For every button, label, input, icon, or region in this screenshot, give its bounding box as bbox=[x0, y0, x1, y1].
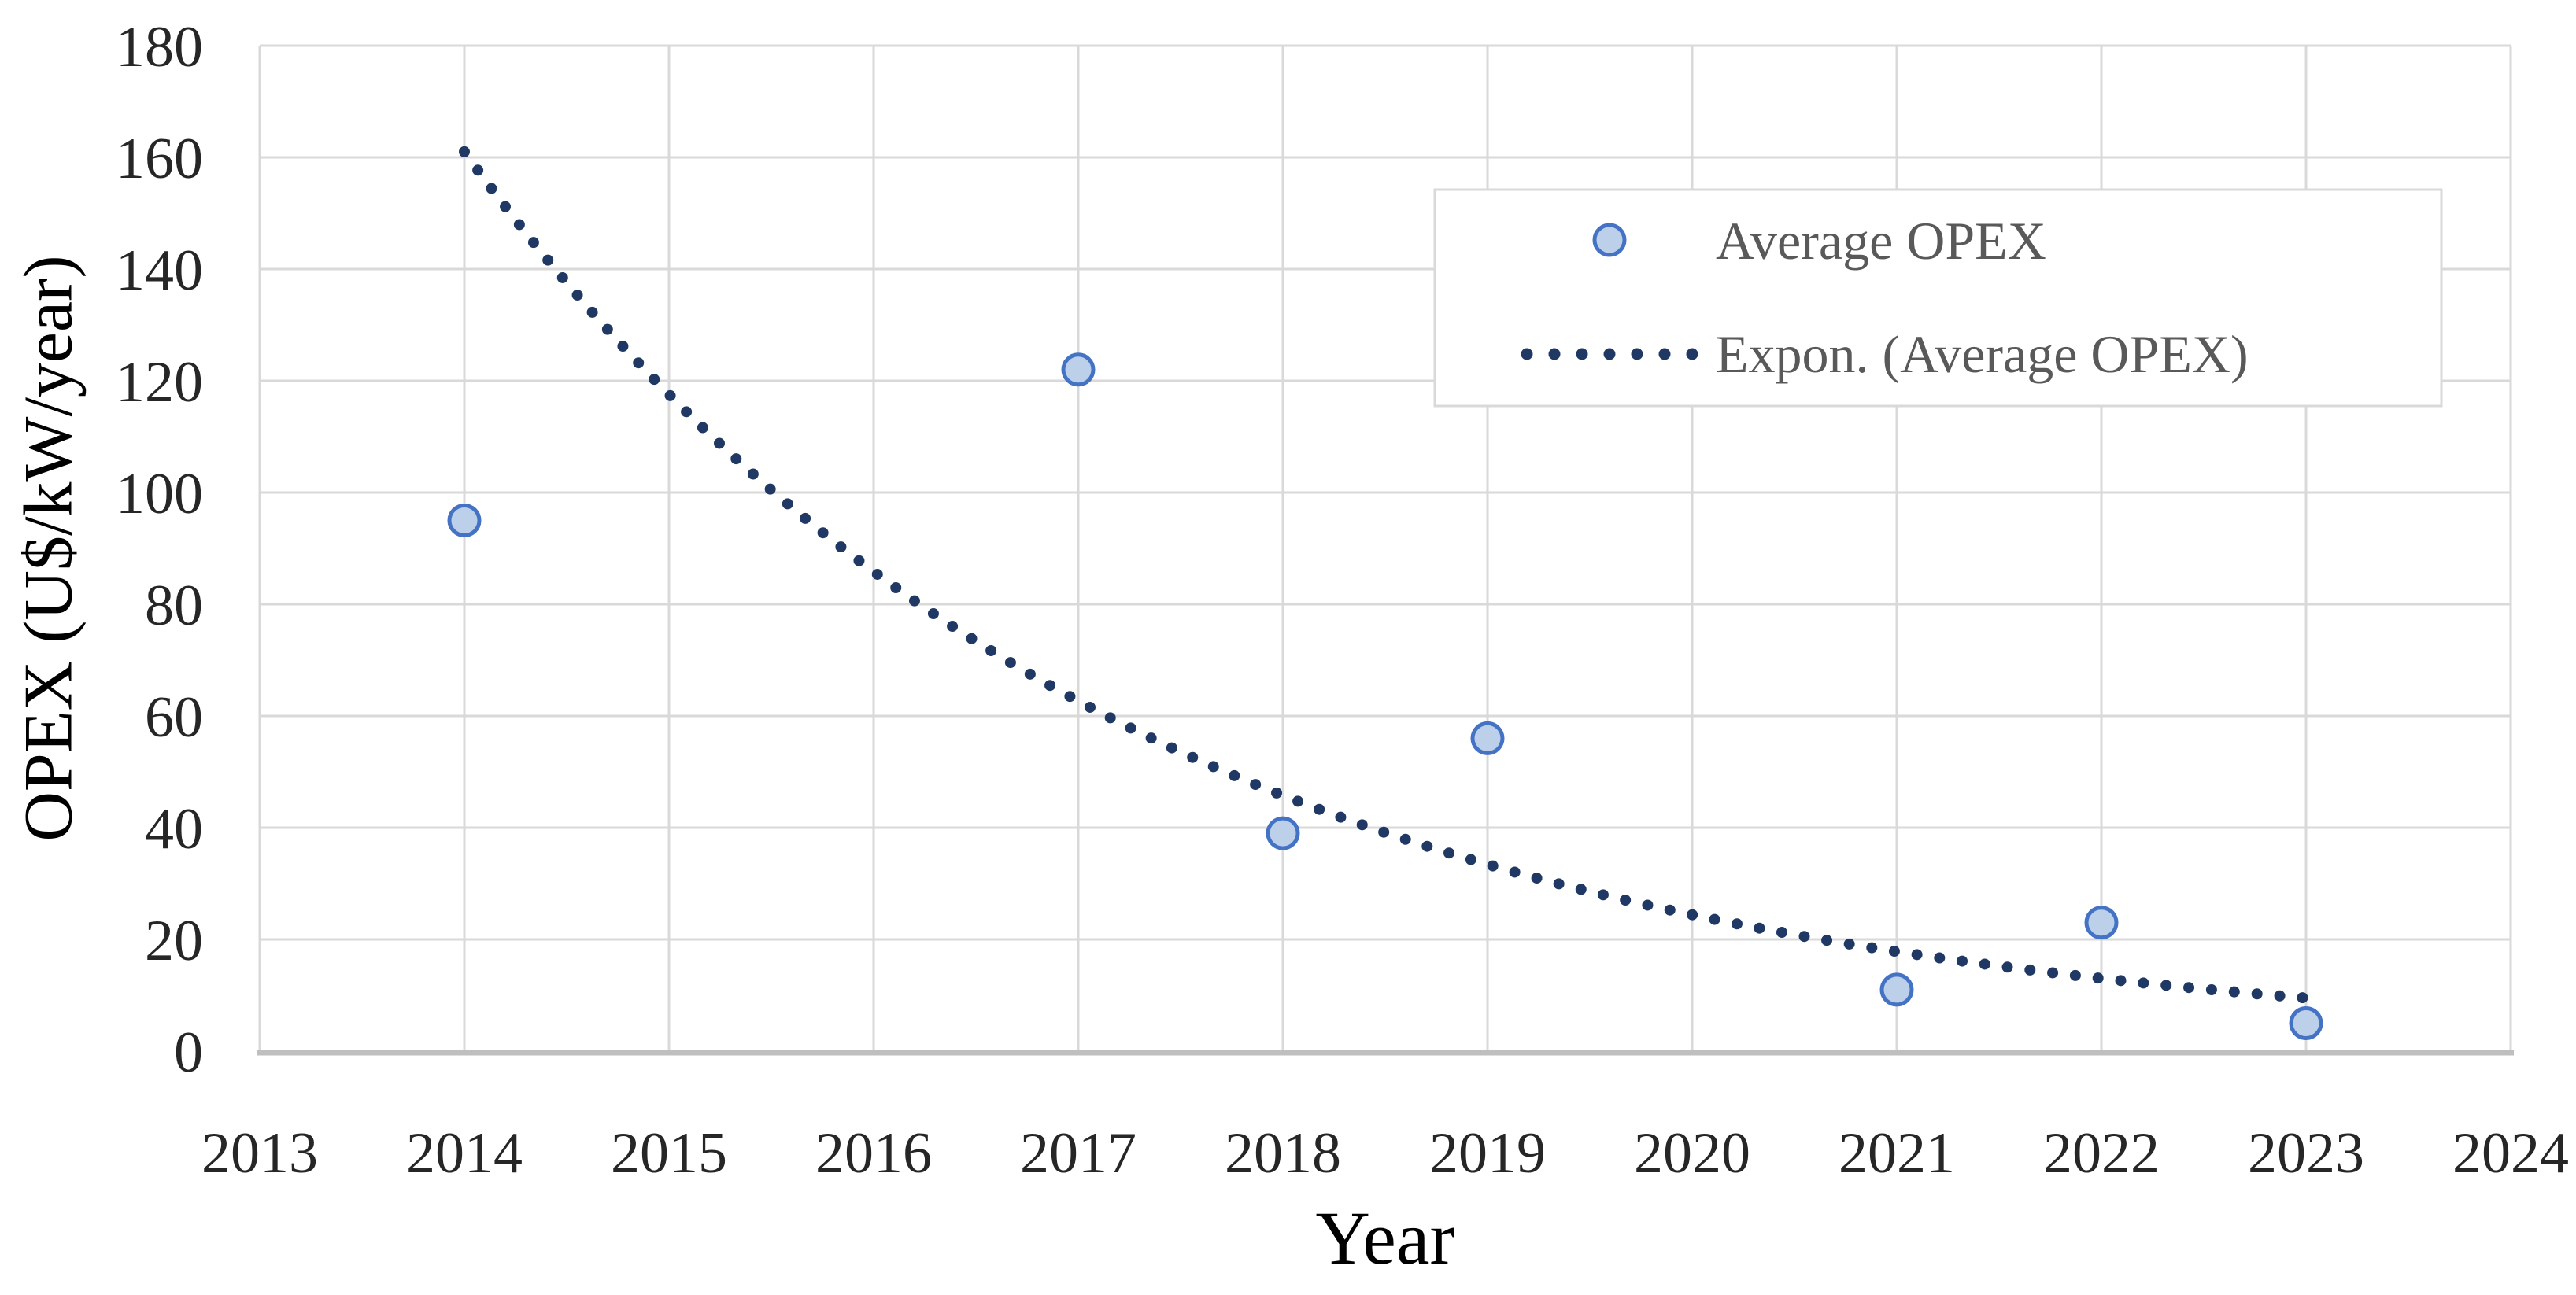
legend-dot bbox=[1631, 348, 1643, 360]
data-point-marker bbox=[447, 504, 482, 537]
x-tick-label: 2018 bbox=[1225, 1121, 1341, 1186]
y-tick-label: 180 bbox=[116, 15, 203, 79]
data-point-marker bbox=[1266, 816, 1300, 850]
legend-dot bbox=[1603, 348, 1616, 360]
legend-dot bbox=[1658, 348, 1671, 360]
data-point-marker bbox=[2084, 906, 2119, 940]
y-axis-tick-labels: 0 20 40 60 80 100 120 140 160 180 bbox=[116, 15, 203, 1085]
x-tick-label: 2024 bbox=[2452, 1121, 2569, 1186]
x-tick-label: 2023 bbox=[2248, 1121, 2364, 1186]
y-axis-title: OPEX (U$/kW/year) bbox=[11, 255, 87, 841]
y-tick-label: 0 bbox=[174, 1020, 203, 1085]
data-point-marker bbox=[2289, 1006, 2323, 1040]
x-tick-label: 2022 bbox=[2043, 1121, 2160, 1186]
y-tick-label: 140 bbox=[116, 238, 203, 303]
x-tick-label: 2021 bbox=[1839, 1121, 1955, 1186]
y-tick-label: 120 bbox=[116, 350, 203, 415]
data-point-marker bbox=[1879, 972, 1914, 1007]
y-tick-label: 60 bbox=[145, 685, 203, 750]
x-tick-label: 2014 bbox=[406, 1121, 523, 1186]
trendline-path bbox=[459, 146, 2312, 1004]
x-tick-label: 2016 bbox=[815, 1121, 932, 1186]
legend-dot bbox=[1686, 348, 1698, 360]
y-tick-label: 80 bbox=[145, 574, 203, 638]
gridlines bbox=[258, 44, 2512, 1053]
legend-label-average-opex: Average OPEX bbox=[1716, 211, 2046, 271]
legend: Average OPEX Expon. (Average OPEX) bbox=[1433, 188, 2443, 408]
x-tick-label: 2015 bbox=[611, 1121, 727, 1186]
scatter-points bbox=[447, 352, 2323, 1040]
legend-dot bbox=[1521, 348, 1533, 360]
legend-dot bbox=[1548, 348, 1561, 360]
legend-expon-swatch-icon bbox=[1521, 348, 1698, 360]
y-tick-label: 160 bbox=[116, 127, 203, 191]
x-tick-label: 2020 bbox=[1634, 1121, 1750, 1186]
y-tick-label: 40 bbox=[145, 797, 203, 861]
legend-marker-average-opex-icon bbox=[1592, 223, 1627, 257]
y-tick-label: 20 bbox=[145, 909, 203, 973]
x-tick-label: 2017 bbox=[1020, 1121, 1136, 1186]
legend-dot bbox=[1576, 348, 1588, 360]
x-axis-title: Year bbox=[1316, 1196, 1455, 1280]
data-point-marker bbox=[1061, 352, 1096, 387]
legend-label-expon: Expon. (Average OPEX) bbox=[1716, 324, 2249, 384]
x-axis-tick-labels: 2013 2014 2015 2016 2017 2018 2019 2020 2021 2022… bbox=[201, 1121, 2569, 1186]
data-point-marker bbox=[1470, 721, 1505, 755]
y-tick-label: 100 bbox=[116, 462, 203, 526]
x-tick-label: 2019 bbox=[1429, 1121, 1546, 1186]
x-tick-label: 2013 bbox=[201, 1121, 318, 1186]
